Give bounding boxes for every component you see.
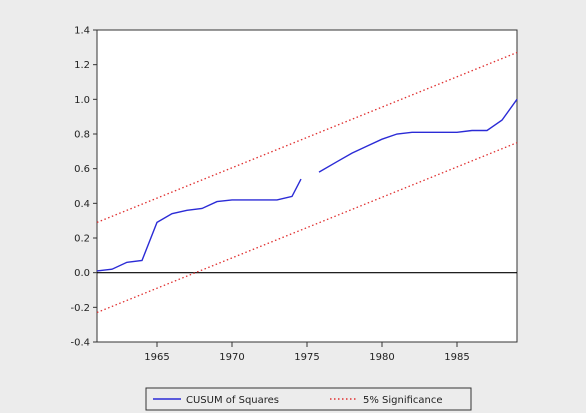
y-tick-label: 1.4	[74, 26, 90, 37]
x-axis: 1965 1970 1975 1980 1985	[144, 342, 470, 363]
y-tick-label: -0.2	[70, 303, 90, 314]
x-tick-label: 1985	[444, 352, 469, 363]
y-tick-label: 0.6	[74, 164, 90, 175]
x-tick-label: 1970	[219, 352, 244, 363]
legend-label-1: 5% Significance	[363, 395, 443, 406]
y-tick-label: 1.2	[74, 60, 90, 71]
y-tick-label: -0.4	[70, 338, 90, 349]
plot-area	[96, 29, 518, 343]
legend: CUSUM of Squares 5% Significance	[145, 387, 472, 411]
legend-box	[145, 387, 472, 411]
series-0-line-0	[96, 178, 302, 272]
x-tick-label: 1975	[294, 352, 319, 363]
legend-label-0: CUSUM of Squares	[186, 395, 279, 406]
y-tick-label: 0.0	[74, 268, 90, 279]
y-tick-label: 0.4	[74, 199, 90, 210]
y-tick-label: 0.8	[74, 130, 90, 141]
y-tick-label: 0.2	[74, 234, 90, 245]
y-axis: -0.4 -0.2 0.0 0.2 0.4 0.6 0.8 1.0 1.2 1.4	[70, 26, 97, 349]
x-tick-label: 1980	[369, 352, 394, 363]
y-tick-label: 1.0	[74, 95, 90, 106]
series-0-line-1	[318, 98, 518, 173]
x-tick-label: 1965	[144, 352, 169, 363]
